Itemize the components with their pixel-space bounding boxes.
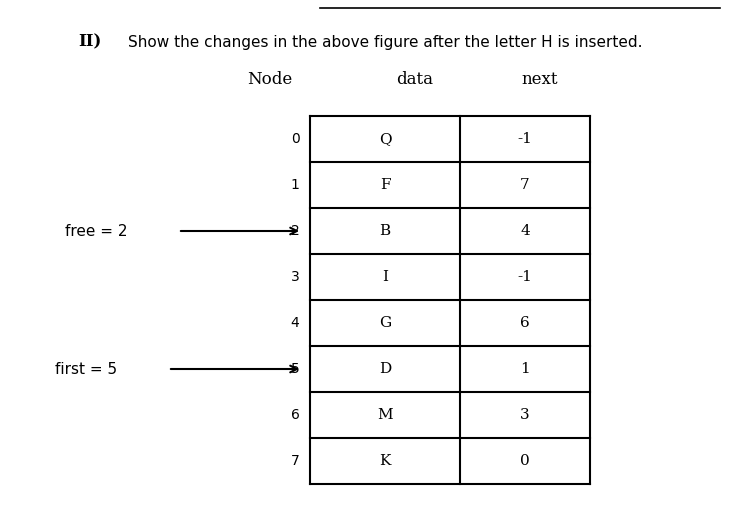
Text: M: M xyxy=(377,408,393,422)
Text: 0: 0 xyxy=(520,454,530,468)
Text: next: next xyxy=(522,71,558,88)
Text: I: I xyxy=(382,270,388,284)
Text: II): II) xyxy=(78,33,101,51)
Text: 1: 1 xyxy=(520,362,530,376)
Text: first = 5: first = 5 xyxy=(55,361,117,376)
Text: 4: 4 xyxy=(291,316,300,330)
Text: Show the changes in the above figure after the letter H is inserted.: Show the changes in the above figure aft… xyxy=(128,34,642,50)
Text: 2: 2 xyxy=(291,224,300,238)
Text: 4: 4 xyxy=(520,224,530,238)
Text: B: B xyxy=(380,224,391,238)
Text: -1: -1 xyxy=(517,270,533,284)
Text: 1: 1 xyxy=(291,178,300,192)
Text: 6: 6 xyxy=(291,408,300,422)
Text: 3: 3 xyxy=(291,270,300,284)
Text: free = 2: free = 2 xyxy=(65,224,127,239)
Text: 3: 3 xyxy=(520,408,530,422)
Text: Q: Q xyxy=(379,132,391,146)
Text: Node: Node xyxy=(247,71,292,88)
Text: 0: 0 xyxy=(291,132,300,146)
Text: 7: 7 xyxy=(520,178,530,192)
Text: data: data xyxy=(397,71,434,88)
Text: D: D xyxy=(379,362,391,376)
Text: 5: 5 xyxy=(291,362,300,376)
Text: -1: -1 xyxy=(517,132,533,146)
Text: 6: 6 xyxy=(520,316,530,330)
Text: K: K xyxy=(380,454,391,468)
Text: G: G xyxy=(379,316,391,330)
Text: 7: 7 xyxy=(291,454,300,468)
Text: F: F xyxy=(380,178,390,192)
